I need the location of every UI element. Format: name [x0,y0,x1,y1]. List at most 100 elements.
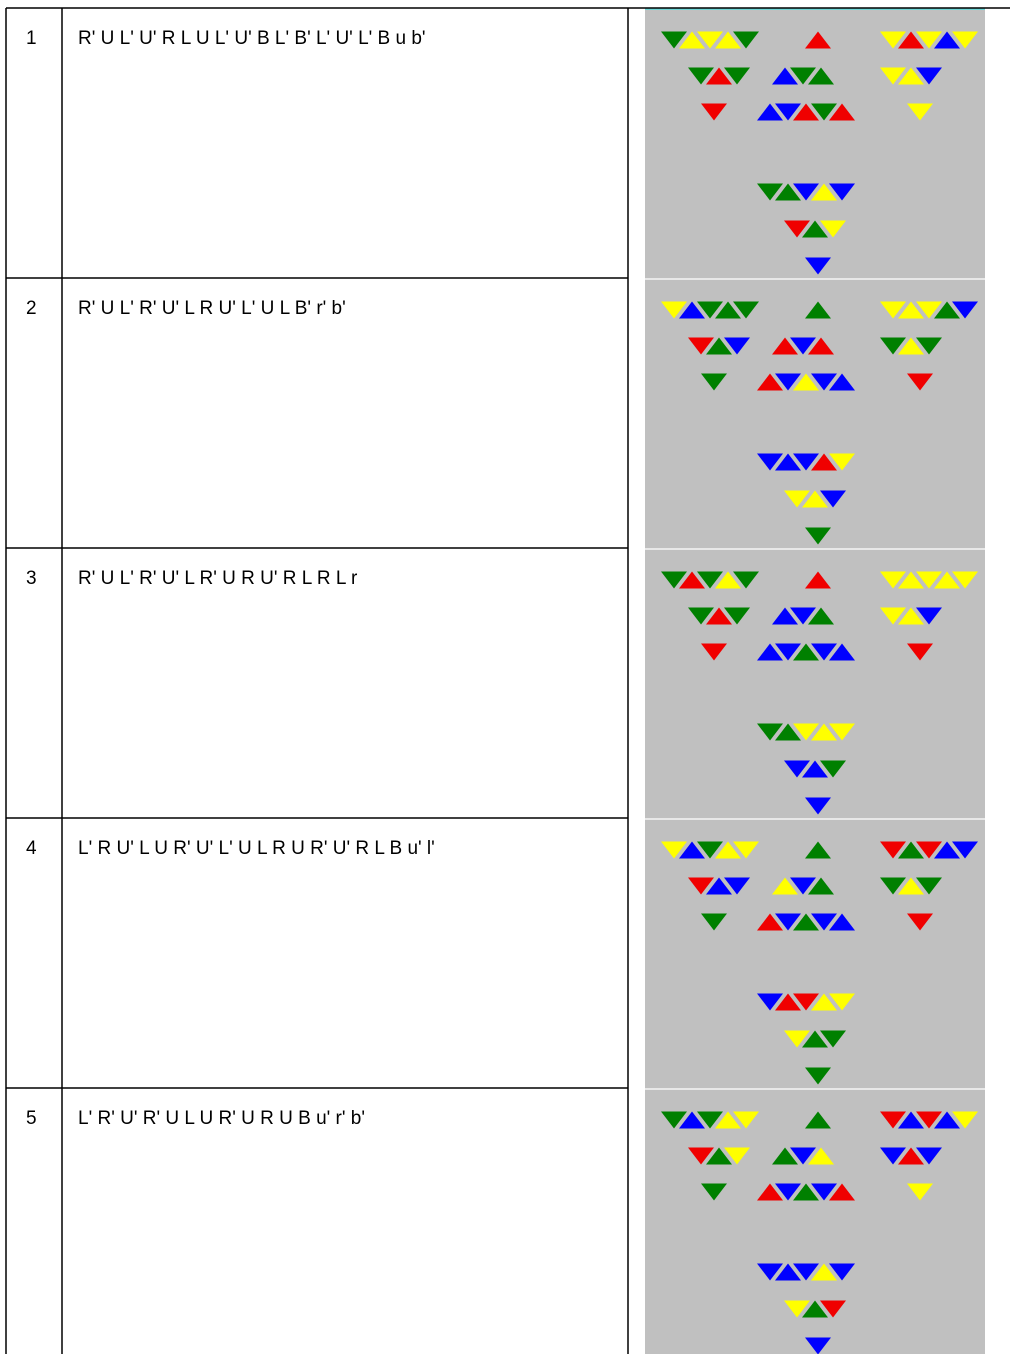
puzzle-sticker [661,301,687,319]
puzzle-sticker [733,31,759,49]
puzzle-sticker [775,993,801,1011]
puzzle-sticker [688,877,714,895]
puzzle-sticker [775,723,801,741]
puzzle-sticker [829,183,855,201]
puzzle-sticker [820,760,846,778]
puzzle-sticker [784,1300,810,1318]
puzzle-sticker [793,1263,819,1281]
move-sequence: L' R U' L U R' U' L' U L R U R' U' R L B… [78,838,435,859]
puzzle-sticker [811,183,837,201]
puzzle-sticker [757,453,783,471]
puzzle-sticker [805,301,831,319]
puzzle-sticker [688,67,714,85]
puzzle-sticker [679,841,705,859]
puzzle-sticker [772,337,798,355]
puzzle-sticker [757,643,783,661]
puzzle-sticker [805,797,831,815]
puzzle-sticker [880,1111,906,1129]
puzzle-sticker [898,841,924,859]
puzzle-sticker [715,1111,741,1129]
puzzle-sticker [784,1030,810,1048]
puzzle-sticker [829,723,855,741]
puzzle-sticker [724,67,750,85]
puzzle-sticker [775,373,801,391]
puzzle-sticker [829,993,855,1011]
puzzle-sticker [757,723,783,741]
puzzle-sticker [661,841,687,859]
puzzle-sticker [898,337,924,355]
puzzle-sticker [808,337,834,355]
puzzle-sticker [907,913,933,931]
puzzle-sticker [805,527,831,545]
puzzle-sticker [811,993,837,1011]
puzzle-sticker [757,103,783,121]
puzzle-sticker [829,103,855,121]
puzzle-sticker [688,337,714,355]
puzzle-sticker [952,31,978,49]
puzzle-sticker [898,301,924,319]
puzzle-sticker [793,1183,819,1201]
puzzle-sticker [793,913,819,931]
puzzle-sticker [880,301,906,319]
puzzle-sticker [775,453,801,471]
puzzle-sticker [790,67,816,85]
puzzle-sticker [757,1183,783,1201]
puzzle-sticker [916,607,942,625]
puzzle-sticker [811,103,837,121]
puzzle-sticker [916,337,942,355]
puzzle-image-bg [645,550,985,818]
puzzle-sticker [697,301,723,319]
puzzle-sticker [733,841,759,859]
puzzle-sticker [811,723,837,741]
puzzle-sticker [805,31,831,49]
puzzle-sticker [697,571,723,589]
puzzle-sticker [724,337,750,355]
puzzle-sticker [880,67,906,85]
puzzle-sticker [688,607,714,625]
puzzle-sticker [724,877,750,895]
puzzle-sticker [790,877,816,895]
puzzle-sticker [880,1147,906,1165]
move-sequence: R' U L' U' R L U L' U' B L' B' L' U' L' … [78,28,426,49]
puzzle-sticker [733,301,759,319]
puzzle-sticker [697,841,723,859]
puzzle-sticker [907,643,933,661]
puzzle-sticker [701,103,727,121]
puzzle-sticker [829,643,855,661]
puzzle-sticker [793,373,819,391]
puzzle-sticker [757,373,783,391]
puzzle-sticker [811,373,837,391]
puzzle-sticker [772,67,798,85]
puzzle-sticker [808,67,834,85]
puzzle-sticker [934,571,960,589]
puzzle-sticker [793,103,819,121]
puzzle-sticker [790,337,816,355]
puzzle-sticker [802,220,828,238]
puzzle-sticker [820,220,846,238]
puzzle-sticker [808,1147,834,1165]
puzzle-sticker [701,913,727,931]
puzzle-sticker [679,571,705,589]
puzzle-sticker [661,31,687,49]
puzzle-sticker [772,1147,798,1165]
puzzle-sticker [916,67,942,85]
puzzle-sticker [805,571,831,589]
puzzle-sticker [802,490,828,508]
puzzle-sticker [775,183,801,201]
puzzle-sticker [790,1147,816,1165]
puzzle-sticker [952,571,978,589]
puzzle-sticker [793,643,819,661]
puzzle-sticker [775,1263,801,1281]
puzzle-sticker [829,1183,855,1201]
puzzle-sticker [757,913,783,931]
puzzle-sticker [802,760,828,778]
puzzle-sticker [706,67,732,85]
puzzle-sticker [757,183,783,201]
puzzle-sticker [706,1147,732,1165]
puzzle-sticker [880,841,906,859]
puzzle-sticker [808,877,834,895]
puzzle-sticker [880,337,906,355]
puzzle-sticker [907,103,933,121]
puzzle-sticker [907,1183,933,1201]
